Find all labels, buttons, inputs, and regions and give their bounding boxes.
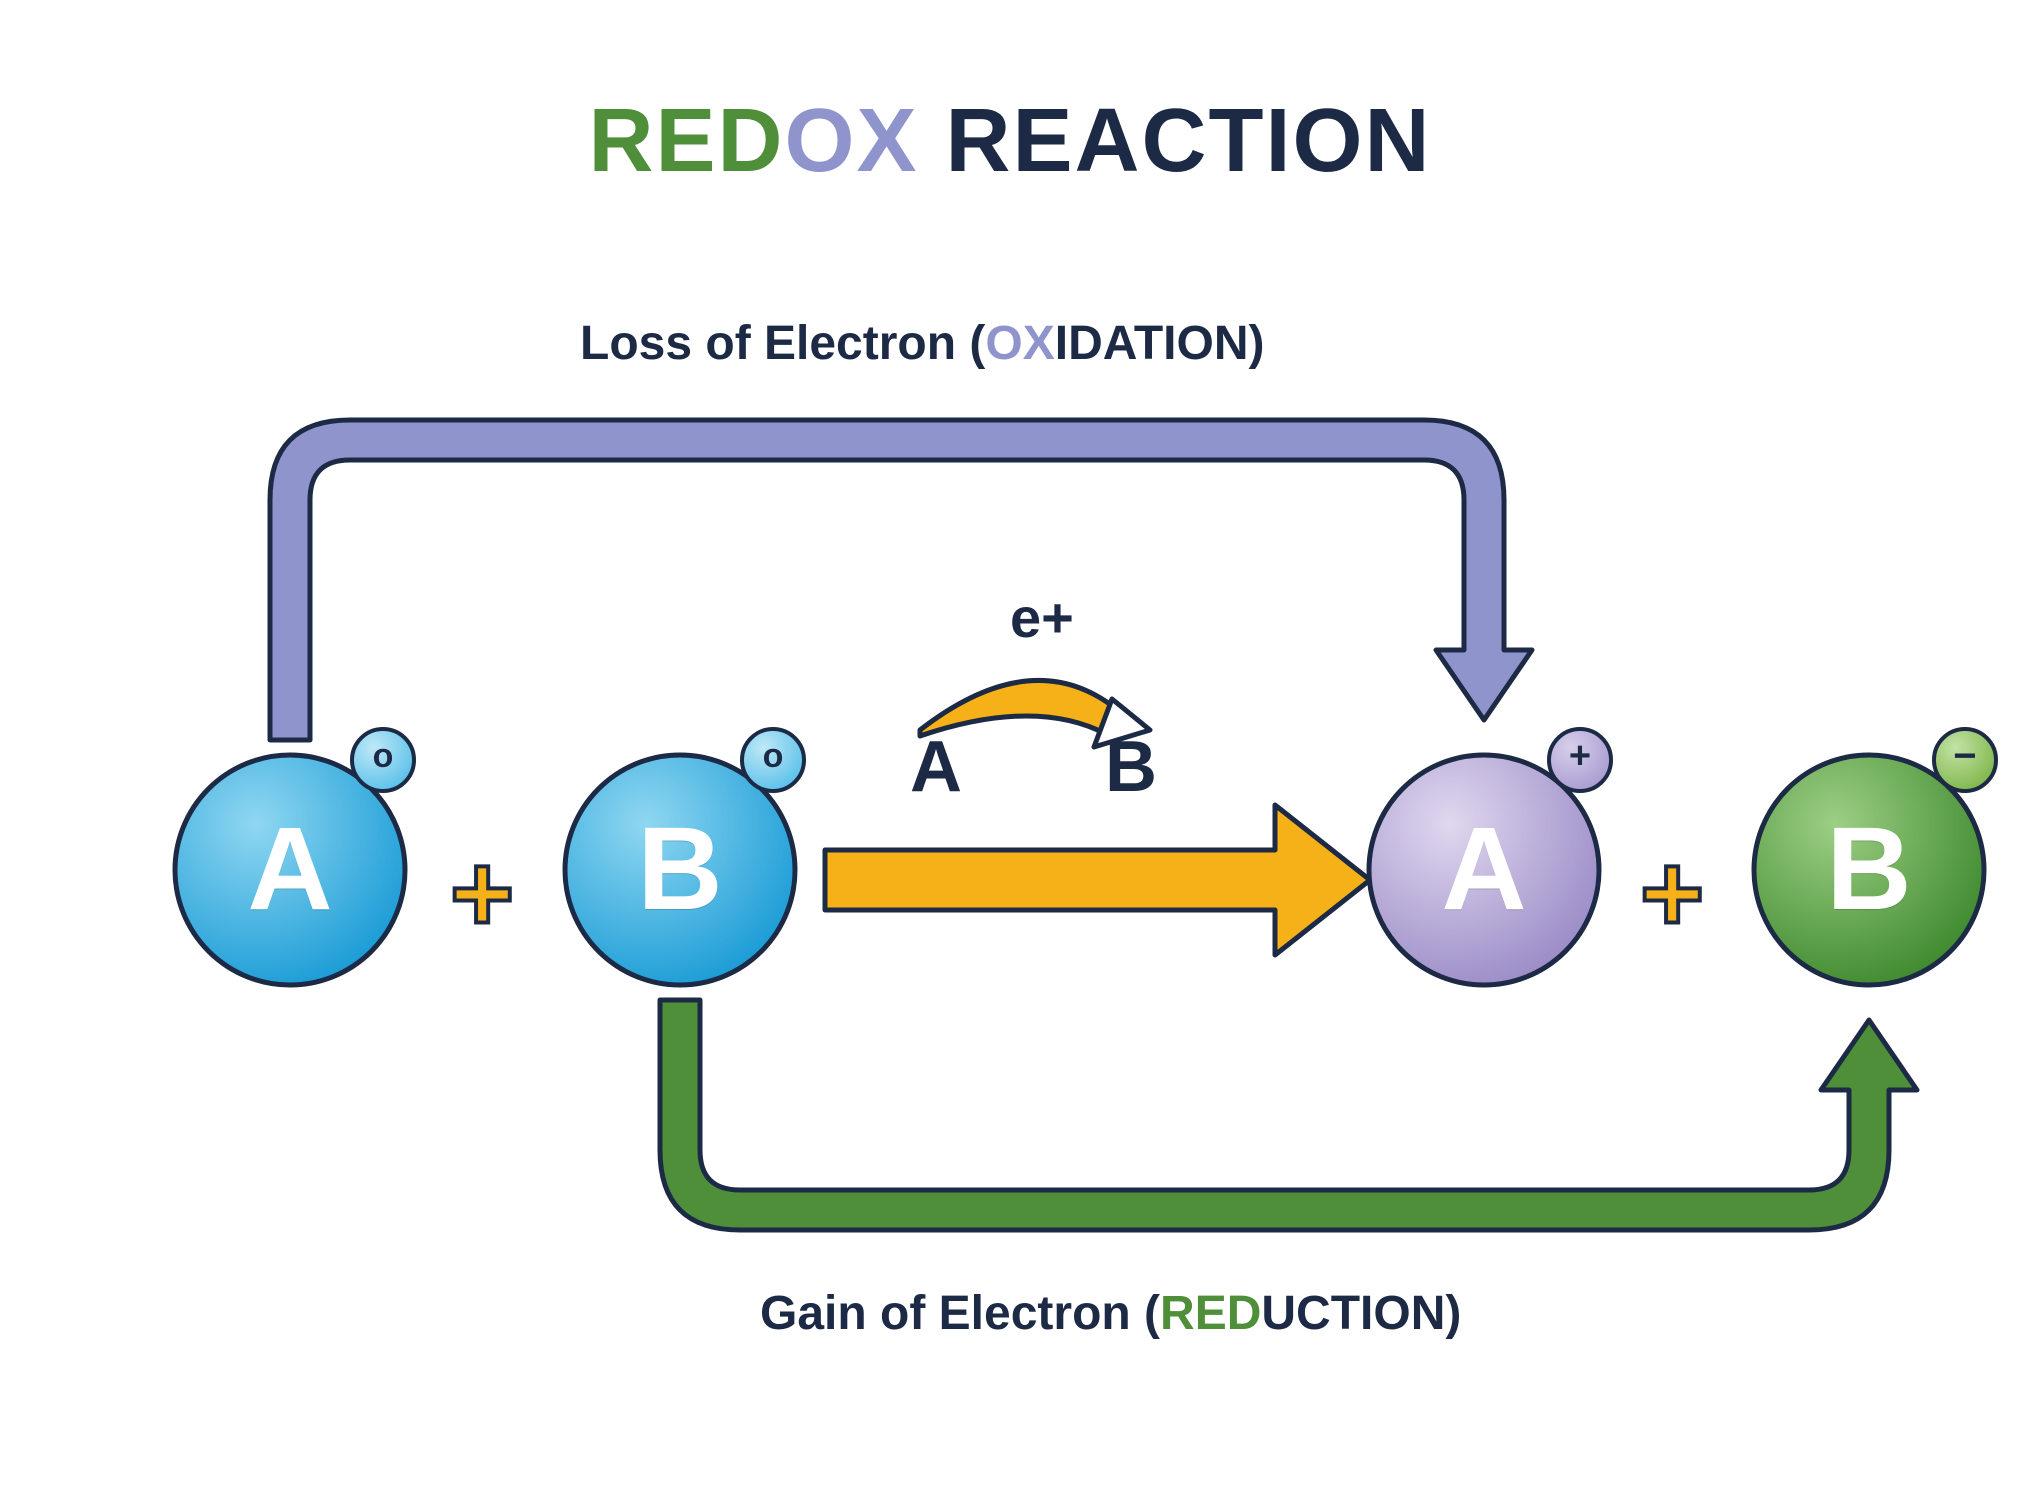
atom-A0-label: A — [240, 801, 340, 937]
reaction-arrow — [825, 805, 1370, 955]
electron-label: e+ — [1010, 585, 1074, 650]
title-part-ox: OX — [784, 91, 918, 191]
oxidation-label-suffix: IDATION) — [1055, 317, 1265, 370]
reduction-label: Gain of Electron (REDUCTION) — [760, 1286, 1461, 1341]
atom-B0-label: B — [630, 801, 730, 937]
reduction-label-prefix: Gain of Electron ( — [760, 1287, 1160, 1340]
plus-sign-left: + — [450, 830, 514, 957]
atom-B0-badge-label: o — [742, 737, 804, 776]
title-part-red: RED — [588, 91, 784, 191]
plus-sign-right: + — [1640, 830, 1704, 957]
reduction-arrow — [660, 1000, 1917, 1230]
small-letter-A: A — [910, 726, 962, 808]
diagram-title: REDOX REACTION — [0, 90, 2020, 193]
arrows-layer — [0, 0, 2020, 1485]
small-letter-B: B — [1105, 726, 1157, 808]
title-part-reaction: REACTION — [919, 91, 1432, 191]
atom-A0-badge-label: o — [352, 737, 414, 776]
atom-Bminus-badge-label: − — [1934, 734, 1996, 779]
reduction-label-highlight: RED — [1160, 1287, 1261, 1340]
redox-diagram: REDOX REACTION — [0, 0, 2020, 1485]
oxidation-label-highlight: OX — [985, 317, 1054, 370]
atom-Aplus-badge-label: + — [1549, 735, 1611, 778]
oxidation-arrow — [270, 420, 1532, 740]
oxidation-label-prefix: Loss of Electron ( — [580, 317, 985, 370]
oxidation-label: Loss of Electron (OXIDATION) — [580, 316, 1264, 371]
atom-Aplus-label: A — [1434, 801, 1534, 937]
reduction-label-suffix: UCTION) — [1261, 1287, 1461, 1340]
atom-Bminus-label: B — [1819, 801, 1919, 937]
